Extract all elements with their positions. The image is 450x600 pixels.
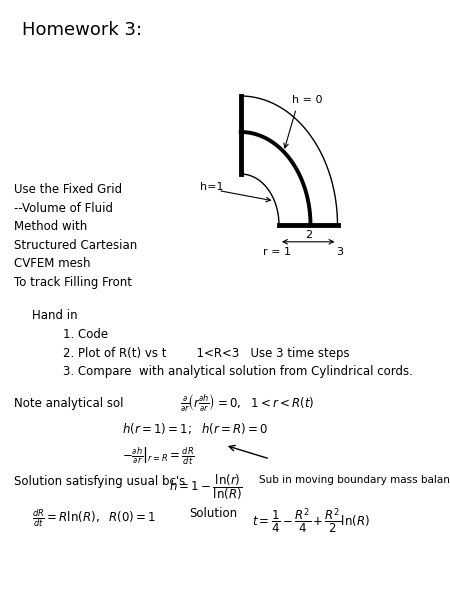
Text: r = 1: r = 1 (263, 247, 291, 257)
Text: $h(r=1)=1;\ \ h(r=R)=0$: $h(r=1)=1;\ \ h(r=R)=0$ (122, 421, 268, 436)
Text: Use the Fixed Grid
--Volume of Fluid
Method with
Structured Cartesian
CVFEM mesh: Use the Fixed Grid --Volume of Fluid Met… (14, 183, 137, 289)
Text: 2. Plot of R(t) vs t        1<R<3   Use 3 time steps: 2. Plot of R(t) vs t 1<R<3 Use 3 time st… (63, 347, 350, 360)
Text: Note analytical sol: Note analytical sol (14, 397, 123, 410)
Text: $\frac{dR}{dt}=R\ln(R),\ \ R(0)=1$: $\frac{dR}{dt}=R\ln(R),\ \ R(0)=1$ (32, 507, 156, 529)
Text: $t=\dfrac{1}{4}-\dfrac{R^2}{4}+\dfrac{R^2}{2}\ln(R)$: $t=\dfrac{1}{4}-\dfrac{R^2}{4}+\dfrac{R^… (252, 507, 370, 536)
Text: 2: 2 (305, 230, 312, 240)
Text: Homework 3:: Homework 3: (22, 21, 143, 39)
Text: Hand in: Hand in (32, 309, 77, 322)
Text: $\frac{\partial}{\partial r}\!\left(r\frac{\partial h}{\partial r}\right)=0,$$\ : $\frac{\partial}{\partial r}\!\left(r\fr… (180, 393, 315, 414)
Text: Sub in moving boundary mass balance: Sub in moving boundary mass balance (259, 475, 450, 485)
Text: $h=1-\dfrac{\ln(r)}{\ln(R)}$: $h=1-\dfrac{\ln(r)}{\ln(R)}$ (169, 473, 243, 502)
Text: Solution: Solution (189, 507, 237, 520)
Text: h=1: h=1 (200, 182, 224, 193)
Text: 1. Code: 1. Code (63, 328, 108, 341)
Text: Solution satisfying usual bc's: Solution satisfying usual bc's (14, 475, 185, 488)
Text: $-\left.\frac{\partial h}{\partial r}\right|_{r=R}=\frac{dR}{dt}$: $-\left.\frac{\partial h}{\partial r}\ri… (122, 445, 194, 467)
Text: h = 0: h = 0 (292, 95, 322, 106)
Text: 3: 3 (336, 247, 343, 257)
Text: 3. Compare  with analytical solution from Cylindrical cords.: 3. Compare with analytical solution from… (63, 365, 413, 379)
